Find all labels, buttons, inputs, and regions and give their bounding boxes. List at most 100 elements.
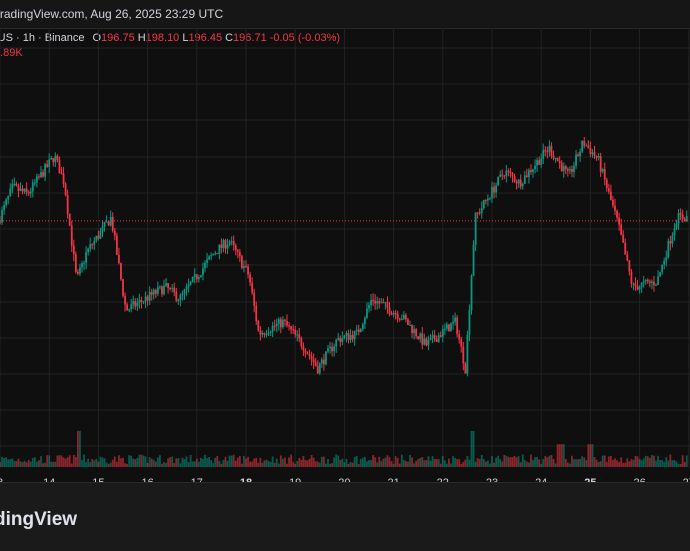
candle-body	[290, 326, 292, 330]
volume-bar	[396, 457, 399, 467]
candle-body	[124, 295, 126, 305]
candle-body	[487, 198, 489, 201]
candle-body	[454, 317, 456, 322]
volume-bar	[456, 458, 459, 467]
candle-body	[79, 267, 81, 274]
volume-bar	[480, 454, 483, 467]
candle-body	[249, 274, 251, 283]
candle-body	[626, 254, 629, 261]
volume-bar	[33, 457, 36, 467]
volume-bar	[661, 459, 664, 467]
volume-bar	[138, 454, 141, 467]
candle-body	[464, 363, 467, 374]
volume-bar	[103, 458, 106, 467]
volume-bar	[534, 457, 536, 467]
volume-bar	[400, 454, 403, 467]
volume-bar	[25, 462, 28, 467]
candle-body	[675, 223, 678, 229]
candle-body	[355, 329, 358, 331]
volume-bar	[56, 455, 59, 467]
volume-bar	[120, 458, 122, 467]
candle-body	[484, 200, 487, 202]
candle-body	[624, 242, 627, 255]
candle-body	[189, 282, 192, 285]
candle-body	[159, 286, 161, 288]
candle-body	[398, 318, 401, 320]
candle-body	[521, 183, 524, 187]
volume-bar	[675, 461, 678, 467]
x-tick-label: 20	[338, 477, 350, 482]
volume-bar	[306, 460, 309, 467]
volume-bar	[577, 459, 579, 467]
candle-body	[87, 248, 90, 253]
volume-bar	[368, 460, 370, 467]
volume-bar	[261, 462, 264, 467]
volume-bar	[519, 462, 522, 467]
candle-body	[552, 155, 555, 159]
volume-bar	[636, 456, 639, 467]
volume-bar	[68, 455, 71, 467]
candle-body	[15, 183, 18, 186]
volume-bar	[79, 430, 81, 467]
x-tick-label: 16	[141, 477, 153, 482]
candle-body	[685, 216, 688, 222]
candlestick-chart[interactable]: 3 14 15 16 17 18 19 20 21 22 23 24 25 26 27	[0, 0, 690, 482]
candle-body	[460, 339, 463, 347]
candle-body	[175, 292, 178, 301]
brand-logo-text[interactable]: dingView	[0, 509, 78, 530]
candle-body	[259, 330, 262, 335]
volume-bar	[144, 456, 147, 467]
candle-body	[21, 188, 24, 192]
candle-body	[339, 337, 342, 343]
candle-body	[331, 346, 333, 352]
volume-bar	[614, 458, 616, 467]
candle-body	[653, 281, 655, 286]
volume-bar	[505, 455, 508, 467]
candle-body	[392, 312, 395, 315]
volume-bar	[347, 463, 350, 467]
candle-body	[62, 173, 65, 184]
volume-bar	[286, 463, 288, 467]
volume-bar	[46, 455, 49, 467]
candle-body	[607, 188, 610, 192]
volume-bar	[460, 463, 463, 467]
volume-bar	[72, 454, 75, 467]
volume-bar	[548, 455, 551, 467]
candle-body	[507, 170, 510, 172]
candle-body	[370, 300, 372, 305]
candle-body	[644, 280, 647, 282]
legend-symbol[interactable]: rUS · 1h · Binance	[0, 32, 85, 44]
candle-body	[630, 271, 633, 284]
candle-body	[599, 155, 602, 172]
volume-bar	[282, 458, 284, 467]
volume-bar	[495, 457, 497, 467]
candle-body	[136, 302, 139, 307]
candle-body	[472, 244, 475, 276]
candle-body	[220, 244, 223, 248]
x-tick-label: 21	[387, 477, 399, 482]
volume-bar	[228, 455, 231, 467]
volume-bar	[556, 444, 559, 467]
volume-bar	[677, 463, 680, 467]
volume-bar	[38, 460, 40, 467]
volume-bar	[320, 456, 323, 467]
candle-body	[177, 300, 180, 302]
volume-bar	[58, 455, 61, 467]
volume-bar	[218, 460, 221, 467]
candle-body	[210, 255, 213, 257]
candle-body	[482, 200, 485, 209]
candle-body	[372, 300, 374, 302]
volume-bar	[427, 456, 430, 467]
volume-bar	[177, 457, 180, 467]
volume-bar	[179, 463, 182, 467]
volume-bar	[651, 454, 653, 467]
volume-bar	[128, 455, 131, 467]
volume-bar	[50, 461, 53, 467]
volume-bar	[482, 459, 485, 467]
candle-body	[103, 222, 106, 227]
volume-bar	[329, 463, 331, 467]
volume-bar	[97, 461, 100, 467]
candle-body	[54, 155, 57, 163]
candle-body	[138, 299, 141, 303]
candle-body	[105, 221, 108, 223]
